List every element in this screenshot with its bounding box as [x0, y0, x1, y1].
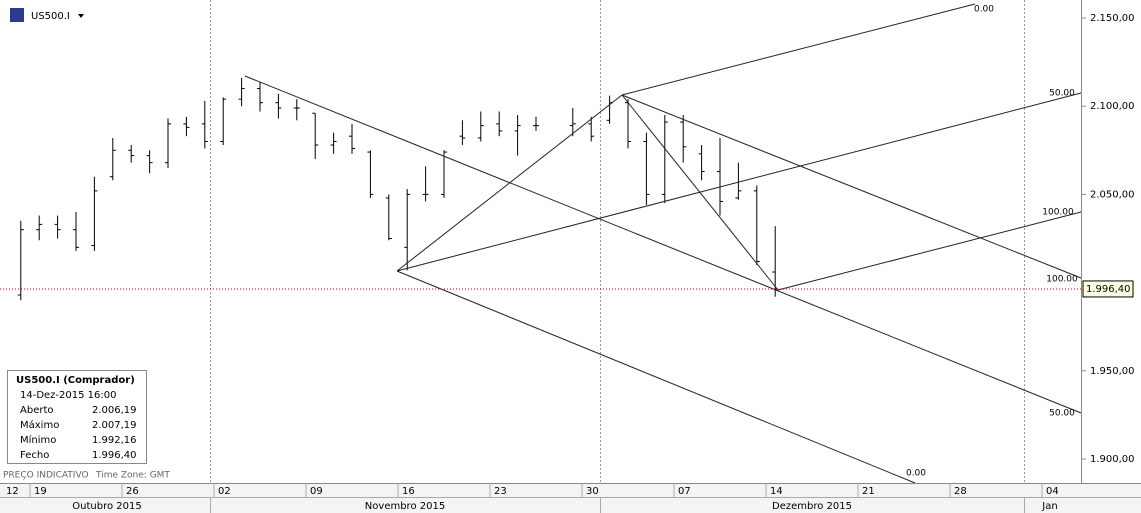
x-tick-label: 07 [678, 486, 691, 497]
x-tick-label: 02 [218, 486, 231, 497]
info-box-frame [7, 370, 147, 464]
x-tick-label: 04 [1046, 486, 1059, 497]
info-label: Fecho [20, 450, 49, 461]
x-tick-label: 16 [402, 486, 415, 497]
month-label: Dezembro 2015 [772, 501, 852, 512]
tool-line [621, 94, 1082, 279]
x-tick-label: 26 [126, 486, 139, 497]
x-tick-label: 30 [586, 486, 599, 497]
tool-line [777, 211, 1082, 291]
plot [17, 77, 779, 301]
info-box: US500.I (Comprador) 14-Dez-2015 16:00 [7, 370, 147, 464]
month-label: Novembro 2015 [365, 501, 445, 512]
symbol-header[interactable]: US500.I [10, 8, 84, 22]
month-label: Jan [1041, 501, 1057, 512]
info-datetime: 14-Dez-2015 16:00 [20, 390, 117, 401]
info-value: 1.996,40 [92, 450, 137, 461]
tool-line [396, 270, 916, 484]
info-label: Máximo [20, 419, 59, 431]
x-tick-label: 14 [770, 486, 783, 497]
level-label: 0.00 [974, 5, 994, 15]
last-price-label: 1.996,40 [1086, 284, 1131, 295]
x-tick-label: 19 [34, 486, 47, 497]
info-value: 1.992,16 [92, 435, 137, 446]
tool-line [621, 94, 779, 291]
tool-line [396, 94, 623, 272]
tool-line [621, 3, 976, 96]
price-note: PREÇO INDICATIVO [3, 471, 89, 481]
tool-line [244, 75, 1082, 414]
pitchfork [244, 3, 1082, 484]
info-label: Aberto [20, 405, 54, 416]
x-tick-label: 21 [862, 486, 875, 497]
info-label: Mínimo [20, 434, 56, 446]
symbol-icon [10, 8, 24, 22]
info-value: 2.006,19 [92, 405, 137, 416]
info-value: 2.007,19 [92, 420, 137, 431]
info-title: US500.I (Comprador) [16, 375, 135, 386]
tool-line [396, 92, 1082, 272]
level-label: 100.00 [1042, 208, 1074, 218]
y-tick-label: 2.100,00 [1090, 101, 1135, 112]
y-tick-label: 1.950,00 [1090, 366, 1135, 377]
y-tick-label: 2.150,00 [1090, 13, 1135, 24]
symbol[interactable]: US500.I [31, 11, 70, 22]
level-label: 50.00 [1049, 89, 1075, 99]
level-label: 100.00 [1046, 275, 1078, 285]
x-tick-label: 28 [954, 486, 967, 497]
last-price-box [1082, 280, 1134, 298]
y-tick-label: 2.050,00 [1090, 189, 1135, 200]
x-tick-label: 12 [6, 486, 19, 497]
timezone: Time Zone: GMT [95, 471, 170, 481]
level-label: 50.00 [1049, 409, 1075, 419]
month-label: Outubro 2015 [72, 501, 141, 512]
y-tick-label: 1.900,00 [1090, 454, 1135, 465]
price-axis-bg [1081, 0, 1141, 483]
dropdown-arrow[interactable] [78, 14, 84, 18]
x-tick-label: 23 [494, 486, 507, 497]
x-tick-label: 09 [310, 486, 323, 497]
level-label: 0.00 [906, 469, 926, 479]
month-dividers [210, 0, 1025, 483]
